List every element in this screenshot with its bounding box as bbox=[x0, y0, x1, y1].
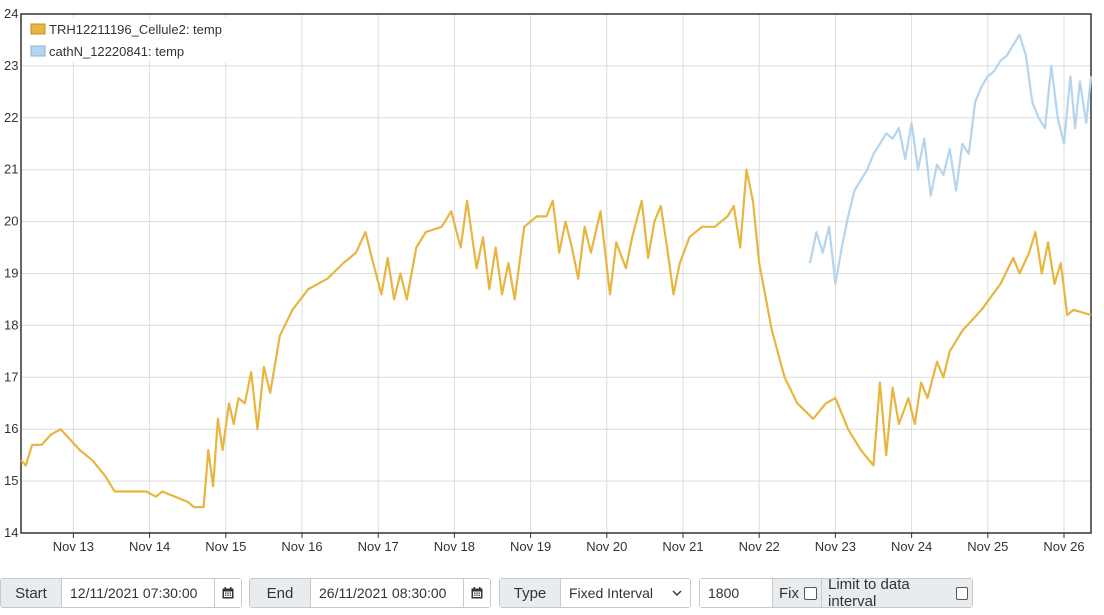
x-tick-label: Nov 18 bbox=[434, 539, 475, 554]
type-group: Type Fixed Interval bbox=[499, 578, 691, 608]
y-tick-label: 22 bbox=[4, 110, 18, 125]
x-tick-label: Nov 19 bbox=[510, 539, 551, 554]
end-calendar-button[interactable] bbox=[463, 579, 490, 607]
type-selected-value: Fixed Interval bbox=[569, 585, 654, 601]
fix-label: Fix bbox=[779, 584, 799, 602]
y-tick-label: 19 bbox=[4, 266, 18, 281]
y-tick-label: 17 bbox=[4, 369, 18, 384]
fix-checkbox[interactable] bbox=[804, 586, 817, 600]
x-tick-label: Nov 26 bbox=[1043, 539, 1084, 554]
legend: TRH12211196_Cellule2: temp cathN_1222084… bbox=[24, 18, 230, 62]
plot-frame bbox=[20, 13, 1092, 534]
limit-checkbox[interactable] bbox=[955, 586, 968, 600]
chevron-down-icon bbox=[672, 590, 682, 596]
y-tick-label: 20 bbox=[4, 214, 18, 229]
start-label: Start bbox=[1, 579, 61, 607]
series-lines bbox=[20, 33, 1093, 509]
grid bbox=[21, 13, 1091, 534]
end-date-input[interactable]: 26/11/2021 08:30:00 bbox=[310, 579, 463, 607]
type-select[interactable]: Fixed Interval bbox=[560, 579, 690, 607]
legend-swatch-series-2[interactable] bbox=[30, 45, 46, 57]
x-tick-label: Nov 24 bbox=[891, 539, 932, 554]
legend-label-series-1[interactable]: TRH12211196_Cellule2: temp bbox=[49, 22, 222, 37]
limit-label: Limit to data interval bbox=[828, 576, 910, 610]
interval-input[interactable]: 1800 bbox=[700, 579, 772, 607]
type-label: Type bbox=[500, 579, 560, 607]
legend-label-series-2[interactable]: cathN_12220841: temp bbox=[49, 44, 184, 59]
start-calendar-button[interactable] bbox=[214, 579, 241, 607]
x-tick-label: Nov 16 bbox=[281, 539, 322, 554]
x-tick-label: Nov 14 bbox=[129, 539, 170, 554]
x-tick-label: Nov 13 bbox=[53, 539, 94, 554]
x-tick-label: Nov 15 bbox=[205, 539, 246, 554]
axes: 14 15 16 17 18 19 20 21 22 23 24 Nov 13 Nov 14 Nov 15… bbox=[4, 6, 1092, 554]
interval-group: 1800 Fix Limit to data interval bbox=[699, 576, 973, 610]
calendar-icon bbox=[471, 587, 483, 599]
y-tick-label: 15 bbox=[4, 473, 18, 488]
series-line-2[interactable] bbox=[808, 33, 1093, 285]
limit-option: Limit to data interval bbox=[821, 576, 972, 610]
fix-option: Fix bbox=[772, 579, 821, 607]
x-tick-label: Nov 23 bbox=[815, 539, 856, 554]
calendar-icon bbox=[222, 587, 234, 599]
y-tick-label: 16 bbox=[4, 421, 18, 436]
temperature-chart: 14 15 16 17 18 19 20 21 22 23 24 Nov 13 Nov 14 Nov 15… bbox=[4, 6, 1093, 554]
legend-background bbox=[24, 18, 230, 62]
start-date-input[interactable]: 12/11/2021 07:30:00 bbox=[61, 579, 214, 607]
x-tick-label: Nov 22 bbox=[739, 539, 780, 554]
x-tick-label: Nov 25 bbox=[967, 539, 1008, 554]
y-tick-label: 18 bbox=[4, 317, 18, 332]
y-tick-label: 21 bbox=[4, 162, 18, 177]
y-tick-label: 23 bbox=[4, 58, 18, 73]
y-tick-label: 14 bbox=[4, 525, 18, 540]
chart-controls: Start 12/11/2021 07:30:00 End 26/11/2021… bbox=[0, 576, 1104, 610]
y-tick-label: 24 bbox=[4, 6, 18, 21]
series-line-1[interactable] bbox=[20, 168, 1092, 509]
end-date-group: End 26/11/2021 08:30:00 bbox=[249, 578, 491, 608]
end-label: End bbox=[250, 579, 310, 607]
x-tick-label: Nov 20 bbox=[586, 539, 627, 554]
x-tick-label: Nov 17 bbox=[358, 539, 399, 554]
x-tick-label: Nov 21 bbox=[662, 539, 703, 554]
start-date-group: Start 12/11/2021 07:30:00 bbox=[0, 578, 242, 608]
legend-swatch-series-1[interactable] bbox=[30, 23, 46, 35]
